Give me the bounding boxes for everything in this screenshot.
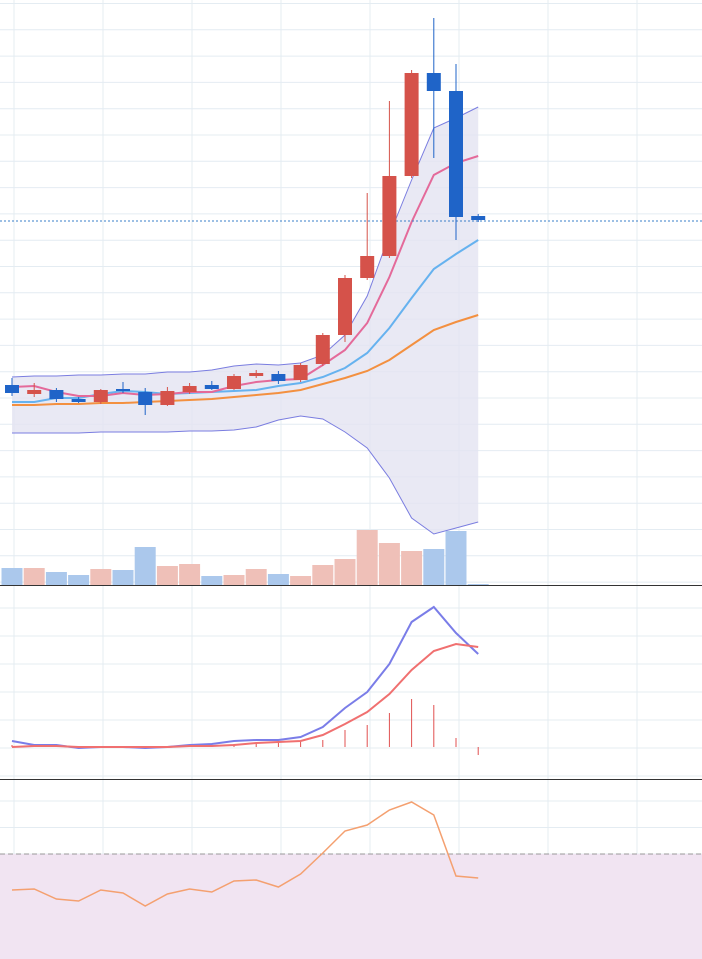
candle-body — [204, 385, 219, 389]
volume-bar — [445, 531, 467, 585]
moving-average — [11, 155, 479, 397]
volume-bar — [267, 574, 289, 585]
candle-body — [471, 216, 486, 220]
candle-body — [5, 385, 19, 393]
volume-bar — [378, 543, 400, 585]
candle-body — [93, 390, 108, 402]
bollinger-band — [12, 107, 479, 534]
candle-body — [382, 176, 397, 256]
candle-body — [449, 91, 463, 217]
volume-bar — [112, 570, 134, 585]
volume-bar — [23, 568, 45, 585]
candle-body — [271, 374, 286, 381]
volume-bar — [245, 569, 267, 585]
volume-bar — [134, 547, 156, 585]
volume-bar — [334, 559, 356, 585]
plot — [0, 18, 702, 959]
volume-bar — [401, 551, 423, 585]
candle-body — [315, 335, 330, 364]
bollinger-lower — [12, 415, 479, 535]
volume-bar — [467, 584, 489, 585]
candle-body — [138, 392, 153, 405]
candle-body — [338, 278, 352, 335]
rsi-zone — [0, 854, 702, 959]
candle-body — [160, 391, 175, 405]
candle-body — [182, 386, 197, 392]
macd-line — [11, 642, 479, 748]
volume-bar — [156, 566, 178, 585]
candle-body — [27, 390, 42, 394]
volume-bar — [68, 575, 90, 585]
candle-body — [426, 73, 441, 91]
volume-bar — [1, 568, 23, 585]
candle-body — [71, 399, 86, 402]
candle-body — [227, 376, 241, 389]
volume-bar — [201, 576, 223, 585]
volume-bar — [179, 564, 201, 585]
volume-bar — [90, 569, 112, 585]
bollinger-upper — [11, 106, 479, 378]
candle-body — [293, 365, 308, 380]
candle-body — [116, 389, 130, 391]
candle-body — [49, 390, 64, 399]
candle-body — [404, 73, 419, 176]
volume-bar — [223, 575, 245, 585]
volume-bar — [312, 565, 334, 585]
volume-bar — [45, 572, 67, 585]
rsi-line — [11, 801, 479, 907]
volume-bar — [290, 576, 312, 585]
volume-bar — [356, 530, 378, 585]
moving-average — [12, 314, 479, 406]
macd-line — [11, 605, 479, 750]
candle-body — [360, 256, 375, 278]
candle-body — [249, 373, 264, 376]
volume-bar — [423, 549, 445, 585]
